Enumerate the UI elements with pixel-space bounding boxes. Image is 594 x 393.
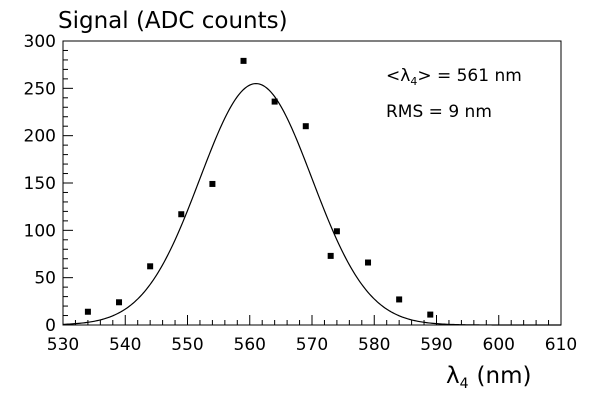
y-tick-label: 0 [45, 316, 56, 336]
x-tick-label: 580 [358, 335, 390, 355]
x-tick-label: 570 [296, 335, 328, 355]
x-axis: 530 540 550 560 570 580 590 600 610 [47, 315, 577, 355]
y-axis: 0 50 100 150 200 250 300 [24, 32, 73, 336]
data-point [327, 252, 334, 259]
data-point [271, 98, 278, 105]
rms-annotation: RMS = 9 nm [386, 102, 492, 122]
x-tick-label: 600 [483, 335, 515, 355]
y-tick-label: 150 [24, 174, 56, 194]
x-axis-label: λ4 (nm) [446, 363, 531, 389]
x-tick-label: 610 [545, 335, 577, 355]
x-tick-label: 590 [420, 335, 452, 355]
x-tick-label: 560 [234, 335, 266, 355]
data-point [178, 211, 185, 218]
data-point [302, 123, 309, 130]
y-tick-label: 100 [24, 221, 56, 241]
chart-title: Signal (ADC counts) [58, 8, 288, 34]
y-tick-label: 50 [34, 269, 56, 289]
y-tick-label: 300 [24, 32, 56, 52]
data-point [427, 311, 434, 318]
x-tick-label: 540 [109, 335, 141, 355]
data-point [365, 259, 372, 266]
x-tick-label: 530 [47, 335, 79, 355]
x-tick-label: 550 [171, 335, 203, 355]
y-tick-label: 250 [24, 79, 56, 99]
mean-annotation: <λ4> = 561 nm [386, 66, 522, 88]
data-points [84, 57, 434, 318]
gaussian-fit-curve [62, 82, 561, 326]
data-point [209, 180, 216, 187]
data-point [116, 299, 123, 306]
data-point [147, 263, 154, 270]
data-point [84, 308, 91, 315]
data-point [396, 296, 403, 303]
y-tick-label: 200 [24, 127, 56, 147]
data-point [333, 228, 340, 235]
data-point [240, 57, 247, 64]
